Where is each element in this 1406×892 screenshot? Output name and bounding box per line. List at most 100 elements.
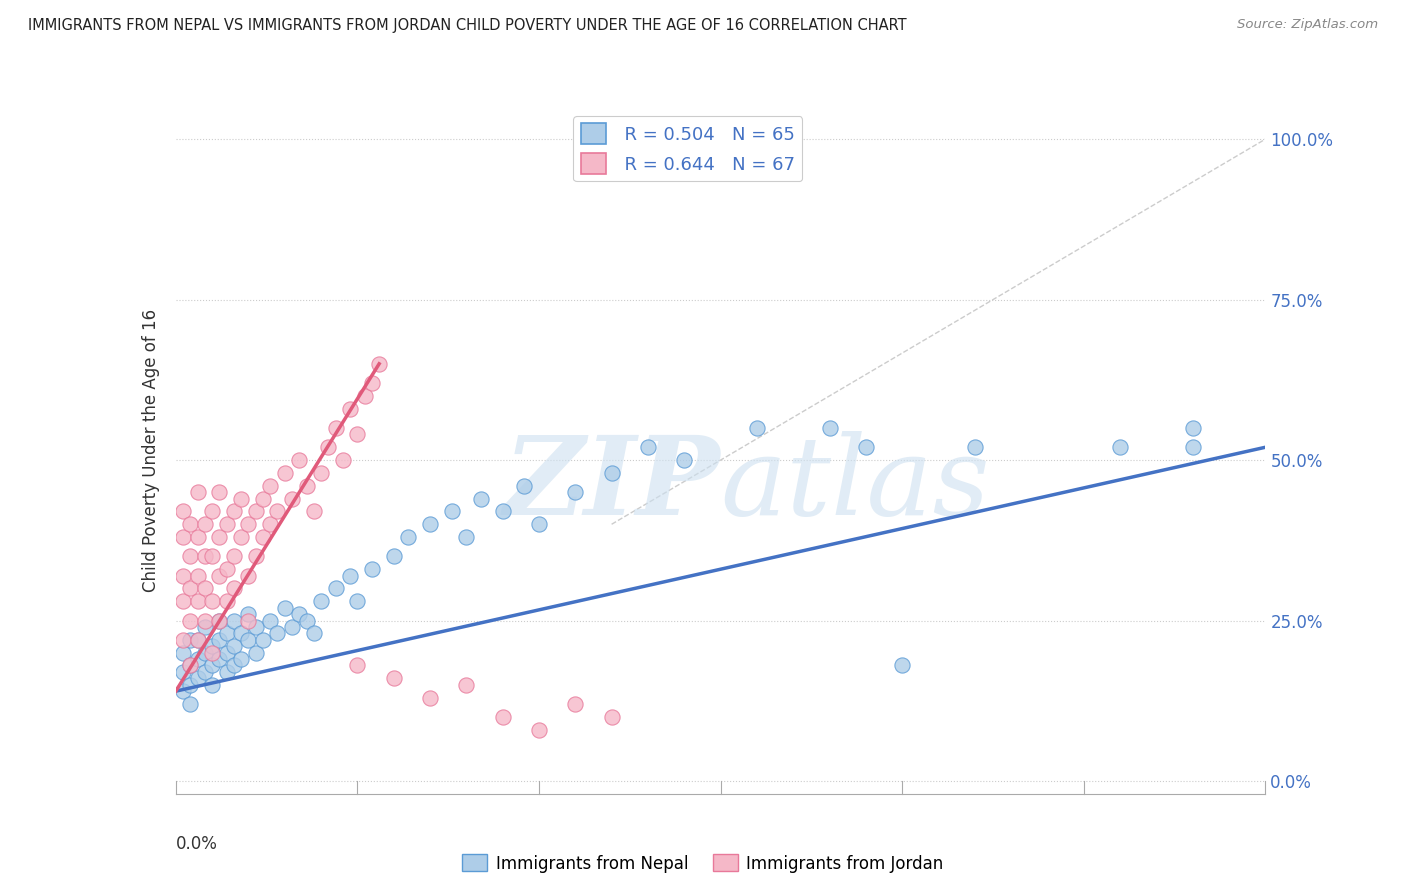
Point bbox=[222, 658, 245, 673]
Point bbox=[194, 665, 217, 679]
Point bbox=[259, 517, 281, 532]
Point bbox=[527, 723, 550, 737]
Point bbox=[208, 530, 231, 544]
Point bbox=[231, 626, 253, 640]
Text: atlas: atlas bbox=[721, 431, 990, 539]
Point bbox=[186, 530, 209, 544]
Point bbox=[252, 632, 274, 647]
Point bbox=[208, 485, 231, 500]
Point bbox=[440, 504, 463, 518]
Point bbox=[891, 658, 914, 673]
Point bbox=[492, 710, 515, 724]
Point bbox=[222, 582, 245, 596]
Point bbox=[194, 614, 217, 628]
Point bbox=[222, 614, 245, 628]
Point bbox=[360, 376, 382, 390]
Point bbox=[600, 466, 623, 480]
Point bbox=[637, 440, 659, 454]
Point bbox=[346, 658, 368, 673]
Point bbox=[492, 504, 515, 518]
Point bbox=[1181, 421, 1204, 435]
Point bbox=[245, 620, 267, 634]
Point bbox=[252, 530, 274, 544]
Point bbox=[325, 582, 347, 596]
Point bbox=[222, 504, 245, 518]
Point bbox=[172, 665, 194, 679]
Point bbox=[274, 466, 297, 480]
Point bbox=[281, 491, 304, 506]
Point bbox=[368, 357, 391, 371]
Point bbox=[172, 632, 194, 647]
Point bbox=[194, 517, 217, 532]
Point bbox=[231, 652, 253, 666]
Point bbox=[186, 632, 209, 647]
Point bbox=[179, 517, 201, 532]
Point bbox=[179, 632, 201, 647]
Point bbox=[238, 517, 260, 532]
Text: IMMIGRANTS FROM NEPAL VS IMMIGRANTS FROM JORDAN CHILD POVERTY UNDER THE AGE OF 1: IMMIGRANTS FROM NEPAL VS IMMIGRANTS FROM… bbox=[28, 18, 907, 33]
Point bbox=[186, 594, 209, 608]
Text: ZIP: ZIP bbox=[503, 431, 721, 539]
Point bbox=[179, 697, 201, 711]
Point bbox=[309, 594, 332, 608]
Point bbox=[564, 697, 586, 711]
Point bbox=[266, 504, 288, 518]
Point bbox=[201, 678, 224, 692]
Point bbox=[215, 517, 238, 532]
Point bbox=[513, 479, 536, 493]
Point bbox=[245, 504, 267, 518]
Point bbox=[186, 652, 209, 666]
Point bbox=[201, 504, 224, 518]
Point bbox=[186, 485, 209, 500]
Point bbox=[274, 600, 297, 615]
Point bbox=[382, 549, 405, 564]
Point bbox=[332, 453, 354, 467]
Point bbox=[215, 594, 238, 608]
Point bbox=[222, 639, 245, 653]
Point bbox=[527, 517, 550, 532]
Legend:   R = 0.504   N = 65,   R = 0.644   N = 67: R = 0.504 N = 65, R = 0.644 N = 67 bbox=[574, 116, 803, 181]
Point bbox=[215, 626, 238, 640]
Point bbox=[222, 549, 245, 564]
Point bbox=[302, 504, 325, 518]
Y-axis label: Child Poverty Under the Age of 16: Child Poverty Under the Age of 16 bbox=[142, 309, 160, 592]
Point bbox=[295, 614, 318, 628]
Point bbox=[295, 479, 318, 493]
Point bbox=[353, 389, 375, 403]
Point bbox=[302, 626, 325, 640]
Point bbox=[215, 646, 238, 660]
Point bbox=[288, 607, 311, 622]
Point bbox=[245, 646, 267, 660]
Point bbox=[179, 582, 201, 596]
Text: Source: ZipAtlas.com: Source: ZipAtlas.com bbox=[1237, 18, 1378, 31]
Point bbox=[194, 582, 217, 596]
Point bbox=[179, 658, 201, 673]
Point bbox=[201, 594, 224, 608]
Point bbox=[179, 614, 201, 628]
Point bbox=[673, 453, 696, 467]
Point bbox=[419, 517, 441, 532]
Point bbox=[194, 620, 217, 634]
Point bbox=[360, 562, 382, 576]
Point bbox=[281, 620, 304, 634]
Point bbox=[1109, 440, 1132, 454]
Point bbox=[339, 568, 361, 582]
Point bbox=[172, 568, 194, 582]
Point bbox=[564, 485, 586, 500]
Point bbox=[456, 678, 478, 692]
Legend: Immigrants from Nepal, Immigrants from Jordan: Immigrants from Nepal, Immigrants from J… bbox=[456, 847, 950, 880]
Point bbox=[215, 562, 238, 576]
Point bbox=[325, 421, 347, 435]
Point bbox=[318, 440, 340, 454]
Point bbox=[208, 632, 231, 647]
Point bbox=[456, 530, 478, 544]
Point bbox=[172, 684, 194, 698]
Point bbox=[201, 549, 224, 564]
Text: 0.0%: 0.0% bbox=[176, 835, 218, 853]
Point bbox=[238, 607, 260, 622]
Point bbox=[259, 479, 281, 493]
Point bbox=[382, 671, 405, 685]
Point bbox=[309, 466, 332, 480]
Point bbox=[238, 614, 260, 628]
Point bbox=[419, 690, 441, 705]
